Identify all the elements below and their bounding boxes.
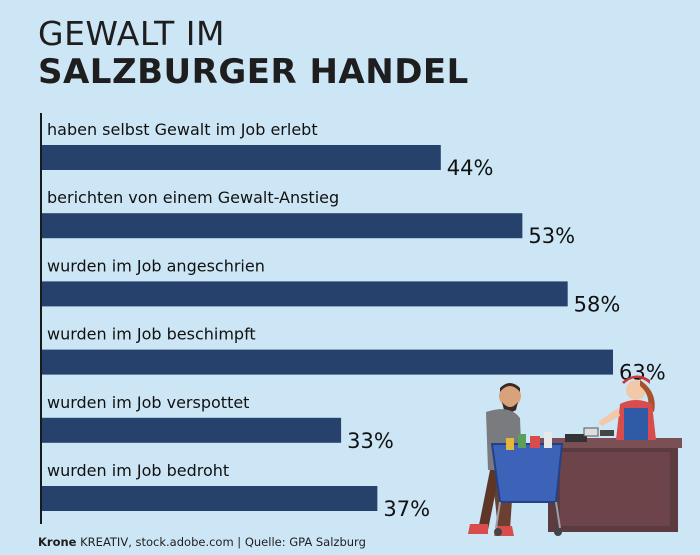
bars-layer: haben selbst Gewalt im Job erlebt 44% beri… <box>42 120 666 521</box>
value-label: 53% <box>528 224 575 248</box>
bar <box>42 213 523 239</box>
value-label: 44% <box>447 156 494 180</box>
footer-credit: KREATIV, stock.adobe.com | Quelle: GPA S… <box>80 535 366 549</box>
footer-brand: Krone <box>38 535 77 549</box>
shopping-scene-icon <box>468 375 682 536</box>
bar <box>42 417 342 443</box>
category-label: wurden im Job angeschrien <box>47 256 265 275</box>
category-label: haben selbst Gewalt im Job erlebt <box>47 120 318 139</box>
category-label: wurden im Job bedroht <box>47 461 229 480</box>
source-footer: Krone KREATIV, stock.adobe.com | Quelle:… <box>38 535 366 549</box>
value-label: 37% <box>383 497 430 521</box>
bar <box>42 349 613 375</box>
value-label: 33% <box>347 429 394 453</box>
bar <box>42 281 568 307</box>
category-label: wurden im Job verspottet <box>47 393 249 412</box>
bar <box>42 145 441 170</box>
category-label: wurden im Job beschimpft <box>47 325 256 344</box>
chart-title-line1: GEWALT IM <box>38 14 226 53</box>
category-label: berichten von einem Gewalt-Anstieg <box>47 188 339 207</box>
bar <box>42 486 378 511</box>
value-label: 58% <box>574 292 621 316</box>
chart-title-line2: SALZBURGER HANDEL <box>38 52 469 92</box>
